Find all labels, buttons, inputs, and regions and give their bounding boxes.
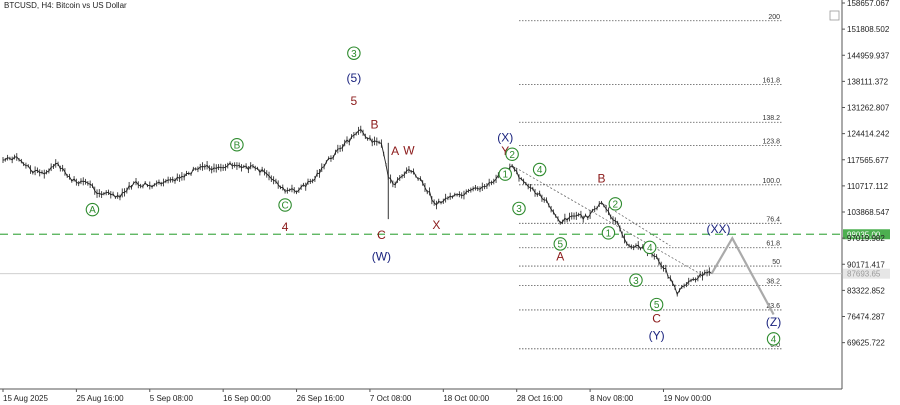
price-series: [2, 125, 712, 297]
wave-label-text: (X): [497, 130, 513, 144]
forecast-path: [710, 235, 775, 316]
fib-level-label: 161.8: [762, 77, 780, 84]
x-tick-label: 5 Sep 08:00: [150, 394, 194, 403]
wave-label-text: 2: [509, 150, 515, 161]
fib-level-label: 76.4: [766, 216, 780, 223]
wave-label-text: (5): [347, 71, 362, 85]
wave-label-text: 4: [282, 220, 289, 234]
wave-label-text: B: [371, 118, 379, 132]
y-tick-label: 144959.937: [847, 51, 890, 60]
wave-label-text: C: [281, 201, 288, 212]
wave-label-text: B: [234, 140, 241, 151]
wave-label-text: 2: [613, 199, 619, 210]
fib-level-label: 138.2: [762, 115, 780, 122]
wave-label-text: A: [391, 144, 399, 158]
y-tick-label: 97019.982: [847, 234, 885, 243]
wave-label-circle: [532, 162, 547, 177]
x-tick-label: 7 Oct 08:00: [370, 394, 412, 403]
wave-label-circle: [553, 237, 568, 251]
wave-label-text: 3: [351, 49, 357, 60]
wave-label-text: 1: [502, 170, 508, 181]
wave-label-text: X: [432, 218, 440, 232]
wave-label-circle: [347, 46, 361, 60]
x-tick-label: 16 Sep 00:00: [223, 394, 271, 403]
wave-label-text: 4: [771, 335, 777, 346]
wave-label-text: 3: [633, 276, 639, 287]
wave-label-text: (Y): [649, 328, 665, 342]
wave-label-circle: [85, 202, 100, 217]
price-marker-box: [843, 229, 890, 240]
wave-label-text: (XX): [707, 222, 731, 236]
wave-label-text: 3: [516, 204, 522, 215]
current-price-label: 87693.65: [847, 270, 881, 279]
fib-level-label: 61.8: [766, 241, 780, 248]
wave-label-circle: [766, 332, 781, 346]
wave-label-text: (W): [372, 250, 391, 264]
chart-title: BTCUSD, H4: Bitcoin vs US Dollar: [4, 1, 127, 10]
wave-label-circle: [608, 197, 623, 211]
y-tick-label: 138111.372: [847, 77, 889, 86]
y-tick-label: 158657.067: [847, 0, 890, 8]
wave-label-text: 5: [654, 300, 660, 311]
wave-label-circle: [498, 167, 512, 181]
wave-label-text: 4: [537, 165, 543, 176]
x-tick-label: 18 Oct 00:00: [443, 394, 489, 403]
y-tick-label: 131262.807: [847, 104, 890, 113]
y-tick-label: 124414.242: [847, 130, 890, 139]
wave-label-text: 4: [647, 243, 653, 254]
wave-label-text: A: [89, 205, 96, 216]
wave-label-text: C: [377, 228, 386, 242]
y-tick-label: 103868.547: [847, 208, 890, 217]
wave-label-text: 1: [606, 228, 612, 239]
forecast-line: [710, 235, 775, 316]
wave-label-text: A: [556, 250, 564, 264]
price-marker-label: 98035.00: [847, 230, 881, 239]
y-tick-label: 76474.287: [847, 313, 885, 322]
x-tick-label: 28 Oct 16:00: [517, 394, 563, 403]
wave-label-circle: [505, 147, 519, 162]
y-tick-label: 151808.502: [847, 25, 890, 34]
y-tick-label: 69625.722: [847, 339, 885, 348]
fib-level-label: 200: [768, 14, 780, 21]
price-line: [2, 128, 712, 296]
x-tick-label: 25 Aug 16:00: [76, 394, 124, 403]
wave-label-circle: [278, 198, 292, 212]
fib-level-label: 50: [772, 259, 780, 266]
wave-label-text: 5: [351, 94, 358, 108]
wave-label-circle: [512, 201, 526, 216]
fib-level-label: 38.2: [766, 279, 780, 286]
wave-label-text: C: [652, 311, 661, 325]
x-tick-label: 8 Nov 08:00: [590, 394, 634, 403]
y-tick-label: 117565.677: [847, 156, 889, 165]
x-tick-label: 19 Nov 00:00: [663, 394, 711, 403]
x-axis-ticks: 15 Aug 2025 25 Aug 16:00 5 Sep 08:00 16 Sep…: [2, 389, 712, 403]
fib-level-label: 123.8: [762, 139, 780, 146]
wave-label-circle: [601, 226, 616, 240]
chart-scroll-button[interactable]: [829, 10, 840, 21]
y-tick-label: 110717.112: [847, 182, 889, 191]
y-tick-label: 90171.417: [847, 260, 885, 269]
wave-label-text: W: [403, 143, 415, 157]
fib-level-label: 23.6: [766, 303, 780, 310]
wave-label-text: 5: [557, 240, 563, 251]
wave-label-text: B: [598, 172, 606, 186]
x-tick-label: 15 Aug 2025: [3, 394, 48, 403]
wave-label-circle: [629, 273, 643, 287]
wave-label-text: Y: [501, 144, 509, 158]
fib-level-label: 100.0: [762, 178, 780, 185]
current-price-box: [843, 268, 890, 279]
y-axis-ticks: 158657.067 151808.502 144959.937 138111.372…: [842, 0, 890, 348]
y-tick-label: 83322.852: [847, 286, 885, 295]
x-tick-label: 26 Sep 16:00: [297, 394, 345, 403]
wave-label-text: (Z): [766, 315, 781, 329]
wave-label-circle: [649, 297, 664, 312]
wave-label-circle: [642, 240, 657, 255]
wave-label-circle: [230, 137, 244, 152]
